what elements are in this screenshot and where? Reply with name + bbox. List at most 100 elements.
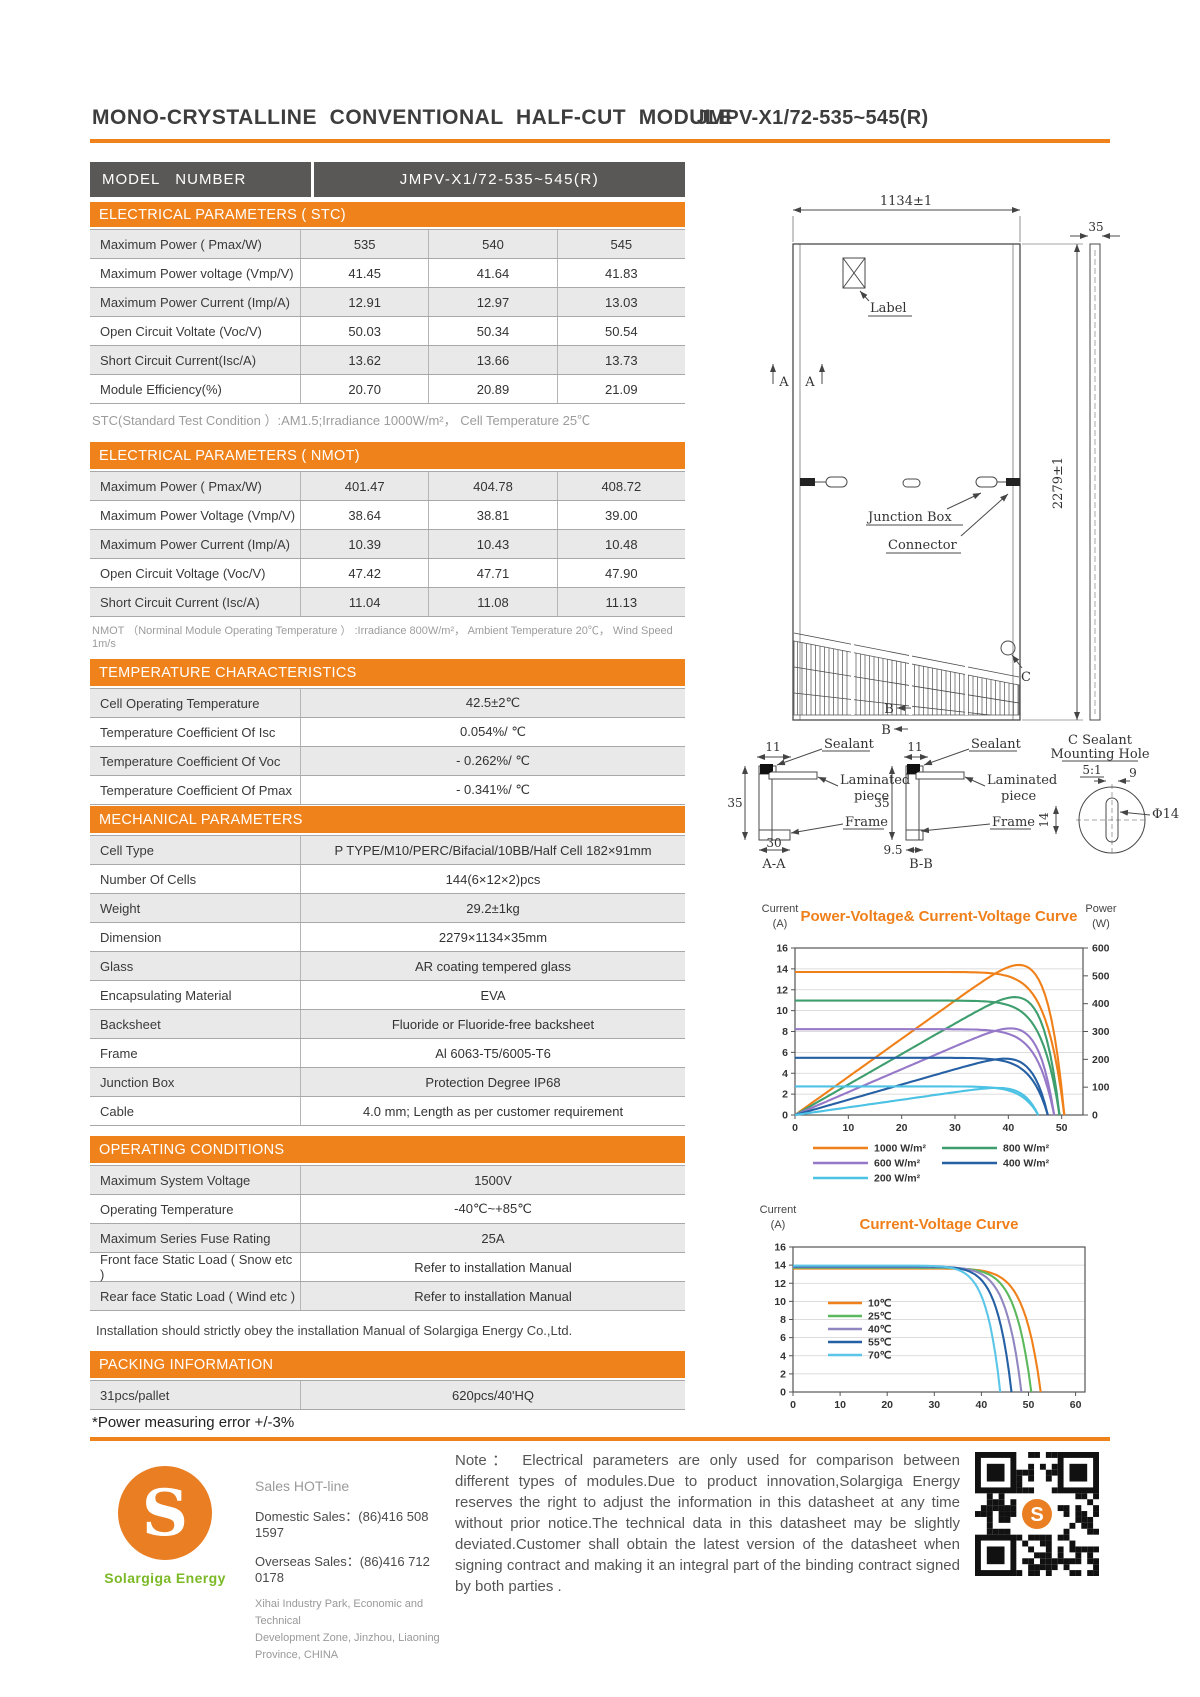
cell-label: Open Circuit Voltage (Voc/V) — [100, 565, 266, 581]
cell-value: 50.03 — [300, 317, 428, 345]
chart-text: 400 — [1092, 998, 1110, 1010]
chart-text: 300 — [1092, 1026, 1110, 1038]
chart-text: 16 — [774, 1242, 786, 1254]
cell-value: Al 6063-T5/6005-T6 — [300, 1039, 685, 1067]
dim-height-label: 2279±1 — [1051, 457, 1066, 509]
detail-c-marker: C — [1021, 670, 1031, 685]
cell-label: Temperature Coefficient Of Pmax — [100, 782, 292, 798]
cell-value: 20.70 — [300, 375, 428, 403]
detail-c-dim-side: 14 — [1037, 812, 1051, 828]
cell-value: 1500V — [300, 1166, 685, 1194]
junction-box-right — [975, 476, 998, 488]
chart-text: 14 — [774, 1260, 786, 1272]
power-tolerance-note: *Power measuring error +/-3% — [92, 1414, 295, 1431]
legal-note: Note： Electrical parameters are only use… — [455, 1452, 960, 1595]
table-row: Maximum Power Current (Imp/A) 10.39 10.43 1… — [90, 530, 685, 559]
cell-value: 545 — [556, 230, 685, 258]
chart-text: 2 — [780, 1368, 786, 1380]
curve-pv — [794, 963, 1066, 1116]
logo-wordmark: Solargiga Energy — [104, 1570, 226, 1586]
junction-box-left — [825, 476, 848, 488]
table-packing: 31pcs/pallet 620pcs/40'HQ — [90, 1380, 685, 1410]
chart-text: 16 — [776, 943, 788, 955]
chart-text: 10℃ — [868, 1298, 892, 1310]
cell-value: 2279×1134×35mm — [300, 923, 685, 951]
table-row: Backsheet Fluoride or Fluoride-free backs… — [90, 1010, 685, 1039]
section-header-stc: ELECTRICAL PARAMETERS ( STC) — [90, 202, 685, 227]
aa-dim-bottom: 30 — [766, 836, 781, 850]
chart-text: 200 — [1092, 1054, 1110, 1066]
chart-text: 10 — [842, 1122, 854, 1134]
section-a-marker: A — [804, 375, 815, 390]
table-row: Rear face Static Load ( Wind etc ) Refer … — [90, 1282, 685, 1311]
model-number-value: JMPV-X1/72-535~545(R) — [314, 162, 685, 197]
table-row: Frame Al 6063-T5/6005-T6 — [90, 1039, 685, 1068]
section-b-marker: B — [884, 702, 894, 717]
cell-label: Short Circuit Current (Isc/A) — [100, 594, 260, 610]
section-header-packing: PACKING INFORMATION — [90, 1351, 685, 1378]
mounting-hole — [1000, 640, 1016, 656]
curve-iv — [793, 1264, 1002, 1393]
cell-value: AR coating tempered glass — [300, 952, 685, 980]
dim-width-label: 1134±1 — [880, 194, 932, 209]
bb-frame-label: Frame — [992, 815, 1035, 830]
cell-value: 0.054%/ ℃ — [300, 718, 685, 746]
chart-text: 1000 W/m² — [874, 1143, 926, 1155]
chart-text: 0 — [792, 1122, 798, 1134]
cell-value: 29.2±1kg — [300, 894, 685, 922]
chart-text: 40 — [1002, 1122, 1014, 1134]
table-row: Encapsulating Material EVA — [90, 981, 685, 1010]
overseas-sales-line: Overseas Sales：(86)416 712 0178 — [255, 1554, 430, 1585]
cell-value: Refer to installation Manual — [300, 1253, 685, 1281]
chart-text: (A) — [771, 1219, 786, 1231]
cell-value: 25A — [300, 1224, 685, 1252]
chart-text: 600 — [1092, 943, 1110, 955]
cell-value: 47.90 — [556, 559, 685, 587]
cell-value: 11.08 — [428, 588, 556, 616]
cell-value: 47.71 — [428, 559, 556, 587]
chart-text: 100 — [1092, 1082, 1110, 1094]
curve-pv — [794, 1027, 1056, 1116]
cell-label: Glass — [100, 958, 134, 974]
aa-dim-top: 11 — [765, 740, 780, 754]
bb-dim-height: 35 — [874, 796, 889, 810]
chart-text: 55℃ — [868, 1337, 892, 1349]
detail-c-diameter: Φ14 — [1152, 807, 1179, 822]
table-row: Open Circuit Voltate (Voc/V) 50.03 50.34 50… — [90, 317, 685, 346]
qr-code-icon: S — [975, 1452, 1099, 1576]
chart-text: 0 — [780, 1387, 786, 1399]
table-row: Short Circuit Current (Isc/A) 11.04 11.08 1… — [90, 588, 685, 617]
cell-value: 13.66 — [428, 346, 556, 374]
cell-value: 10.43 — [428, 530, 556, 558]
pv-iv-curve-chart: 0 2 4 6 8 10 12 14 16 0 100 200 300 400 500 600 0 10 20 30 4… — [762, 903, 1117, 1185]
table-row: Maximum Series Fuse Rating 25A — [90, 1224, 685, 1253]
bb-dim-bottom: 9.5 — [883, 843, 902, 857]
table-row: Operating Temperature -40℃~+85℃ — [90, 1195, 685, 1224]
cell-value: 21.09 — [556, 375, 685, 403]
chart-text: 0 — [782, 1110, 788, 1122]
cell-value: 10.48 — [556, 530, 685, 558]
cell-value: Refer to installation Manual — [300, 1282, 685, 1310]
detail-c-title: Mounting Hole — [1050, 747, 1149, 762]
cell-value: 41.45 — [300, 259, 428, 287]
cell-label: Maximum Power ( Pmax/W) — [100, 478, 262, 494]
cell-value: 13.03 — [556, 288, 685, 316]
cell-value: Fluoride or Fluoride-free backsheet — [300, 1010, 685, 1038]
model-number-bar: MODEL NUMBER JMPV-X1/72-535~545(R) — [90, 162, 685, 197]
chart-text: 2 — [782, 1089, 788, 1101]
cell-label: Maximum Power Current (Imp/A) — [100, 294, 290, 310]
table-row: Maximum Power Voltage (Vmp/V) 38.64 38.81 3… — [90, 501, 685, 530]
cell-label: Weight — [100, 900, 141, 916]
cell-value: 535 — [300, 230, 428, 258]
table-row: Module Efficiency(%) 20.70 20.89 21.09 — [90, 375, 685, 404]
cell-label: Temperature Coefficient Of Voc — [100, 753, 281, 769]
cell-value: 404.78 — [428, 472, 556, 500]
table-row: Glass AR coating tempered glass — [90, 952, 685, 981]
chart-text: 50 — [1056, 1122, 1068, 1134]
label-symbol — [842, 257, 866, 289]
cell-label: Maximum Power Voltage (Vmp/V) — [100, 507, 296, 523]
cell-label: Temperature Coefficient Of Isc — [100, 724, 276, 740]
table-row: Maximum Power ( Pmax/W) 535 540 545 — [90, 230, 685, 259]
cell-value: 144(6×12×2)pcs — [300, 865, 685, 893]
curve-iv — [793, 1265, 1013, 1393]
